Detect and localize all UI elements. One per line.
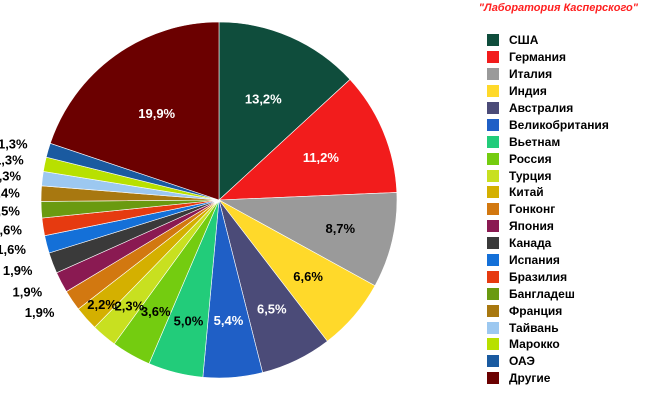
legend-item-7: Вьетнам — [487, 133, 609, 150]
legend-swatch — [487, 68, 499, 81]
pie-slice-1 — [218, 21, 351, 201]
legend-swatch — [487, 338, 499, 351]
slice-label-2: 11,2% — [303, 150, 340, 165]
legend-swatch — [487, 34, 499, 47]
slice-label-20: 1,3% — [0, 137, 28, 152]
slice-label-18: 1,3% — [0, 169, 22, 184]
slice-label-14: 1,6% — [0, 242, 26, 257]
source-label: "Лаборатория Касперского" — [478, 2, 638, 14]
legend-swatch — [487, 152, 499, 165]
legend-label: Германия — [509, 50, 567, 65]
legend-swatch — [487, 118, 499, 131]
legend-label: Франция — [509, 303, 563, 318]
legend-swatch — [487, 270, 499, 283]
legend-item-20: ОАЭ — [487, 353, 609, 370]
legend-swatch — [487, 372, 499, 385]
legend-label: ОАЭ — [509, 354, 535, 369]
slice-label-8: 3,6% — [141, 304, 171, 319]
legend-swatch — [487, 51, 499, 64]
legend-item-21: Другие — [487, 370, 609, 387]
legend-label: Бразилия — [509, 269, 568, 284]
legend-item-16: Бангладеш — [487, 285, 609, 302]
legend-swatch — [487, 85, 499, 98]
legend-swatch — [487, 203, 499, 216]
slice-label-13: 1,9% — [3, 263, 33, 278]
legend-swatch — [487, 355, 499, 368]
slice-label-5: 6,5% — [257, 301, 287, 316]
legend-swatch — [487, 169, 499, 182]
legend-swatch — [487, 287, 499, 300]
legend-item-17: Франция — [487, 302, 609, 319]
legend-item-6: Великобритания — [487, 116, 609, 133]
legend-label: Россия — [509, 151, 552, 166]
legend-label: Другие — [509, 371, 551, 386]
legend-label: Великобритания — [509, 117, 609, 132]
legend-label: Испания — [509, 253, 560, 268]
legend: США Германия Италия Индия Австралия Великобри… — [487, 32, 609, 387]
legend-swatch — [487, 102, 499, 114]
legend-item-12: Япония — [487, 218, 609, 235]
legend-item-5: Австралия — [487, 100, 609, 117]
legend-label: США — [509, 33, 539, 48]
legend-item-13: Канада — [487, 235, 609, 252]
legend-item-8: Россия — [487, 150, 609, 167]
slice-label-16: 1,5% — [0, 203, 20, 218]
legend-item-15: Бразилия — [487, 268, 609, 285]
slice-label-9: 2,3% — [115, 299, 145, 314]
legend-label: Марокко — [509, 337, 560, 352]
legend-label: Тайвань — [509, 320, 559, 335]
legend-label: Вьетнам — [509, 134, 561, 149]
slice-label-12: 1,9% — [13, 285, 43, 300]
legend-label: Италия — [509, 67, 553, 82]
slice-label-15: 1,6% — [0, 223, 22, 238]
slice-label-1: 13,2% — [245, 91, 282, 106]
legend-item-19: Марокко — [487, 336, 609, 353]
legend-swatch — [487, 135, 499, 148]
legend-label: Австралия — [509, 101, 574, 115]
slice-label-17: 1,4% — [0, 185, 20, 200]
legend-label: Индия — [509, 84, 547, 99]
legend-item-1: США — [487, 32, 609, 49]
legend-label: Гонконг — [509, 202, 556, 217]
pie-slice-3 — [217, 192, 398, 287]
legend-label: Китай — [509, 185, 544, 200]
slice-label-3: 8,7% — [325, 221, 355, 236]
slice-label-21: 19,9% — [138, 106, 175, 121]
legend-label: Турция — [509, 168, 552, 183]
legend-item-11: Гонконг — [487, 201, 609, 218]
legend-item-4: Индия — [487, 83, 609, 100]
legend-label: Япония — [509, 219, 554, 234]
slice-label-4: 6,6% — [293, 269, 323, 284]
legend-swatch — [487, 237, 499, 250]
slice-label-19: 1,3% — [0, 153, 24, 168]
slice-label-7: 5,0% — [174, 313, 204, 328]
legend-item-3: Италия — [487, 66, 609, 83]
legend-swatch — [487, 220, 499, 233]
legend-label: Канада — [509, 236, 552, 251]
slice-label-6: 5,4% — [214, 313, 244, 328]
legend-item-2: Германия — [487, 49, 609, 66]
legend-swatch — [487, 186, 499, 199]
pie-slice-21 — [49, 21, 220, 201]
legend-item-18: Тайвань — [487, 319, 609, 336]
legend-swatch — [487, 304, 499, 317]
slice-label-11: 1,9% — [25, 305, 55, 320]
legend-label: Бангладеш — [509, 286, 575, 301]
pie-slice-2 — [218, 79, 398, 201]
legend-swatch — [487, 321, 499, 334]
slice-label-10: 2,2% — [87, 297, 117, 312]
legend-item-9: Турция — [487, 167, 609, 184]
legend-item-14: Испания — [487, 252, 609, 269]
legend-swatch — [487, 254, 499, 267]
legend-item-10: Китай — [487, 184, 609, 201]
